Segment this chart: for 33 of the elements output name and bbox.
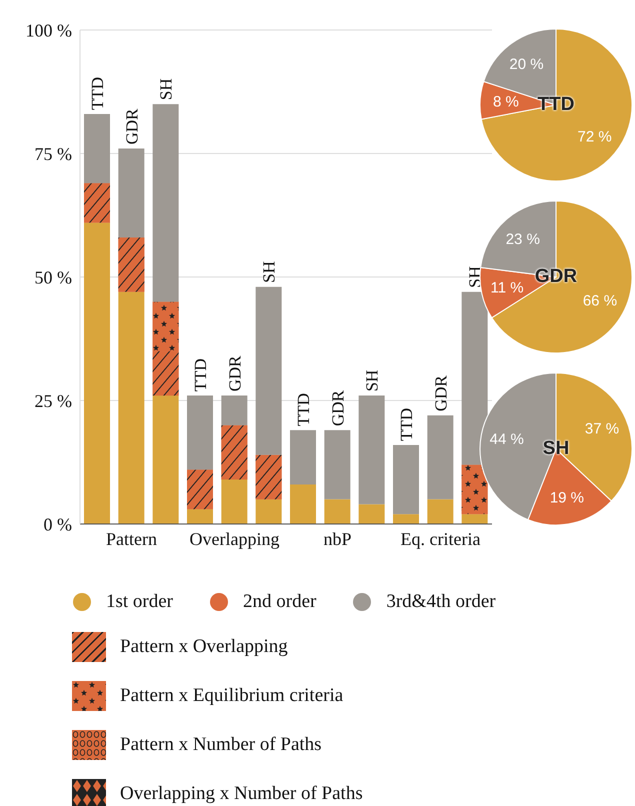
x-tick-label: TTD <box>294 393 313 426</box>
y-tick-label: 50 % <box>34 267 72 288</box>
text: Pattern <box>106 528 157 549</box>
data-label: 8 % <box>493 93 519 110</box>
text: Eq. criteria <box>400 528 480 549</box>
legend-label: 2nd order <box>243 591 316 613</box>
y-tick-label: 100 % <box>26 20 72 40</box>
y-tick-label: 0 % <box>44 514 72 534</box>
x-tick-label: TTD <box>397 408 416 441</box>
data-label: 37 % <box>584 420 620 438</box>
legend-label: 1st order <box>106 591 174 613</box>
text: nbP <box>323 528 352 549</box>
legend-label: Pattern x Number of Paths <box>120 734 322 756</box>
legend-label: Pattern x Overlapping <box>120 636 288 658</box>
data-label: 20 % <box>509 56 544 73</box>
data-label: 66 % <box>582 292 618 310</box>
data-label: 72 % <box>578 128 612 146</box>
x-tick-label: GDR <box>225 355 244 392</box>
data-label: 19 % <box>550 489 584 506</box>
data-label: 11 % <box>490 279 524 296</box>
x-tick-label: GDR <box>431 374 450 412</box>
y-tick-label: 25 % <box>34 390 72 411</box>
y-tick-label: 75 % <box>34 144 72 164</box>
text: Overlapping <box>190 528 280 549</box>
legend-label: Overlapping x Number of Paths <box>120 782 363 804</box>
x-tick-label: SH <box>362 370 382 392</box>
x-tick-label: TTD <box>191 358 210 392</box>
x-tick-label: GDR <box>328 390 348 426</box>
legend-label: 3rd&4th order <box>386 591 496 613</box>
text: TTD <box>538 94 574 115</box>
legend-label: Pattern x Equilibrium criteria <box>120 684 344 706</box>
data-label: 44 % <box>490 431 524 448</box>
data-label: 23 % <box>506 230 540 248</box>
